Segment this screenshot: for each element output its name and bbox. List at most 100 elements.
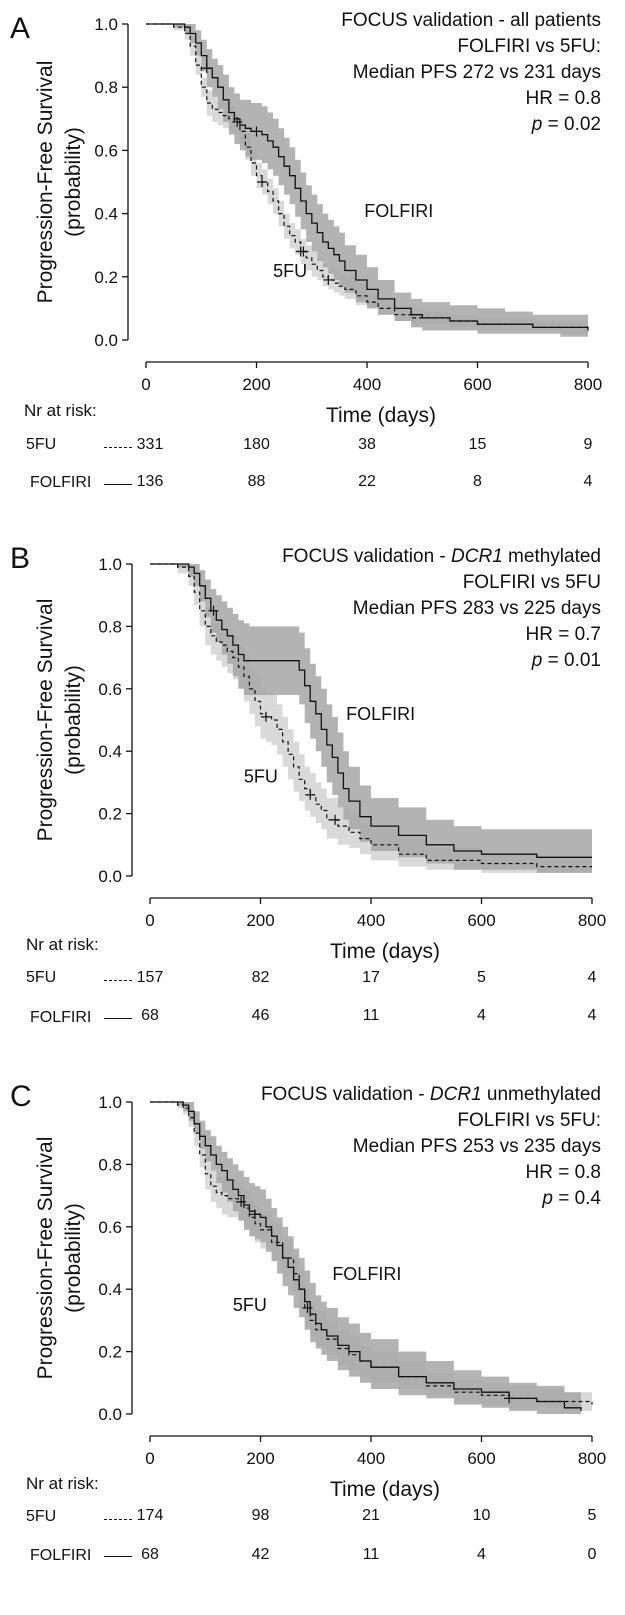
censor-mark-5fu	[305, 789, 316, 800]
x-axis-label: Time (days)	[330, 940, 440, 963]
ci-band-folfiri	[150, 564, 592, 873]
risk-value: 98	[251, 1507, 270, 1524]
y-tick-label: 0.0	[98, 1405, 122, 1424]
annotation: FOCUS validation - DCR1 unmethylated FOL…	[261, 1082, 601, 1212]
series-line-folfiri	[150, 1101, 582, 1411]
x-tick-label: 400	[353, 375, 381, 394]
annotation-line-2: FOLFIRI vs 5FU:	[457, 1110, 601, 1131]
annotation-line-3: Median PFS 272 vs 231 days	[352, 62, 601, 83]
censor-mark-folfiri	[201, 63, 212, 74]
risk-legend-dashed-line	[104, 447, 132, 448]
risk-row-label-5fu: 5FU	[26, 1508, 57, 1525]
x-tick-label: 200	[242, 375, 270, 394]
panel-a: A 0.0 0.2 0.4 0.6 0.8 1.0 0 200 400 600 800 Time (d…	[0, 0, 625, 530]
y-axis-label: Progression-Free Survival	[34, 61, 57, 304]
risk-value: 5	[477, 969, 486, 986]
y-tick-label: 1.0	[98, 1093, 122, 1112]
y-tick-label: 0.6	[98, 1218, 122, 1237]
series-label-folfiri: FOLFIRI	[364, 201, 433, 221]
x-tick-label: 800	[578, 911, 606, 930]
risk-value: 38	[358, 436, 376, 453]
y-tick-label: 0.0	[98, 867, 122, 886]
y-axis-label: Progression-Free Survival	[34, 599, 57, 842]
series-label-5fu: 5FU	[233, 1295, 267, 1315]
risk-value: 22	[358, 473, 376, 490]
censor-mark-5fu	[298, 246, 309, 257]
risk-value: 4	[477, 1546, 486, 1563]
y-tick-label: 0.2	[98, 1343, 122, 1362]
risk-value: 5	[587, 1507, 597, 1524]
annotation-line-3: Median PFS 253 vs 235 days	[352, 1136, 601, 1157]
risk-value: 11	[362, 1007, 380, 1024]
risk-value: 82	[251, 969, 270, 986]
censor-mark-5fu	[257, 177, 268, 187]
y-tick-label: 0.4	[94, 205, 118, 224]
y-tick-label: 0.8	[98, 1155, 122, 1174]
y-tick-label: 0.6	[94, 141, 118, 160]
x-tick-label: 0	[141, 375, 150, 394]
y-tick-label: 1.0	[98, 555, 122, 574]
risk-value: 15	[468, 436, 487, 453]
y-tick-label: 0.4	[98, 742, 122, 761]
censor-mark-5fu	[232, 116, 243, 127]
y-tick-label: 1.0	[94, 15, 118, 34]
censor-mark-5fu	[236, 1196, 247, 1207]
risk-value: 157	[136, 969, 164, 986]
risk-row-label-folfiri: FOLFIRI	[30, 474, 92, 491]
y-tick-label: 0.6	[98, 680, 122, 699]
panel-label: B	[10, 542, 31, 575]
ci-band-folfiri	[150, 1102, 581, 1414]
y-tick-label: 0.4	[98, 1280, 122, 1299]
censor-mark-folfiri	[249, 1209, 260, 1220]
x-tick-label: 600	[463, 375, 491, 394]
risk-value: 136	[136, 473, 164, 490]
x-tick-label: 0	[145, 1449, 154, 1468]
annotation-line-1: FOCUS validation - DCR1 unmethylated	[260, 1084, 601, 1105]
series-label-5fu: 5FU	[273, 261, 307, 281]
risk-value: 4	[477, 1007, 486, 1024]
annotation-p-value: p = 0.4	[542, 1188, 601, 1209]
ci-band-folfiri	[146, 24, 588, 337]
km-chart: 0.0 0.2 0.4 0.6 0.8 1.0 0 200 400 600 800 Time (day…	[34, 15, 602, 427]
censor-mark-5fu	[261, 711, 272, 722]
y-tick-label: 0.0	[94, 331, 118, 350]
risk-value: 10	[472, 1507, 491, 1524]
risk-value: 0	[587, 1546, 597, 1563]
x-tick-label: 400	[357, 911, 385, 930]
annotation-line-1: FOCUS validation - DCR1 methylated	[282, 546, 601, 567]
annotation-hr: HR = 0.8	[525, 88, 601, 109]
annotation-line-2: FOLFIRI vs 5FU	[462, 572, 601, 593]
series-label-folfiri: FOLFIRI	[332, 1264, 401, 1284]
x-tick-label: 600	[467, 911, 495, 930]
risk-value: 88	[247, 473, 266, 490]
series-line-folfiri	[150, 563, 592, 858]
risk-row-label-5fu: 5FU	[26, 969, 57, 986]
annotation: FOCUS validation - all patients FOLFIRI …	[341, 8, 601, 138]
ci-band-5fu	[150, 564, 592, 873]
axes: 0.0 0.2 0.4 0.6 0.8 1.0 0 200 400 600 800	[94, 15, 602, 394]
censor-mark-5fu	[330, 814, 341, 825]
y-axis-label-line-2: (probability)	[62, 1203, 85, 1313]
risk-value: 42	[251, 1546, 270, 1563]
annotation-p-value: p = 0.01	[531, 650, 601, 671]
axes: 0.0 0.2 0.4 0.6 0.8 1.0 0 200 400 600 800	[98, 1093, 606, 1468]
risk-value: 17	[362, 969, 380, 986]
risk-value: 331	[136, 436, 164, 453]
x-tick-label: 0	[145, 911, 154, 930]
risk-value: 21	[362, 1507, 380, 1524]
series-line-5fu	[150, 563, 592, 868]
y-axis-label: Progression-Free Survival	[34, 1137, 57, 1380]
risk-value: 46	[251, 1007, 270, 1024]
annotation-hr: HR = 0.7	[525, 624, 601, 645]
x-tick-label: 800	[574, 375, 602, 394]
series-label-5fu: 5FU	[244, 766, 278, 786]
axes: 0.0 0.2 0.4 0.6 0.8 1.0 0 200 400 600 800	[98, 555, 606, 930]
panel-label: A	[10, 12, 31, 45]
x-axis-label: Time (days)	[330, 1478, 440, 1501]
x-tick-label: 400	[357, 1449, 385, 1468]
risk-value: 9	[583, 436, 593, 453]
panel-label: C	[10, 1080, 32, 1113]
km-chart: 0.0 0.2 0.4 0.6 0.8 1.0 0 200 400 600 800 Time (day…	[34, 1093, 606, 1501]
risk-table-title: Nr at risk:	[26, 935, 99, 954]
ci-band-5fu	[146, 24, 588, 334]
